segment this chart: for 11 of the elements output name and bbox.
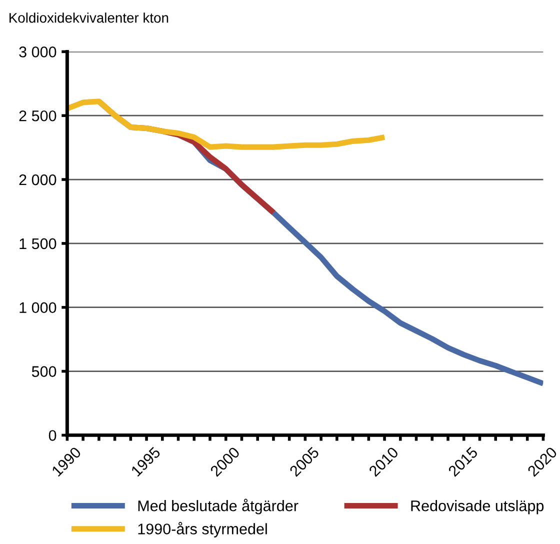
legend-label: Redovisade utsläpp xyxy=(411,500,544,514)
legend-label: 1990-års styrmedel xyxy=(138,522,267,538)
y-tick-label: 1 000 xyxy=(20,302,56,314)
y-tick-label: 0 xyxy=(48,430,56,441)
y-tick-label: 2 500 xyxy=(19,110,56,122)
legend-label: Med beslutade åtgärder xyxy=(138,498,298,514)
y-tick-label: 3 000 xyxy=(19,46,56,58)
y-tick-label: 1 500 xyxy=(20,238,56,250)
y-tick-label: 500 xyxy=(32,366,56,377)
y-tick-label: 2 000 xyxy=(19,174,56,186)
y-axis-title: Koldioxidekvivalenter kton xyxy=(10,12,168,23)
